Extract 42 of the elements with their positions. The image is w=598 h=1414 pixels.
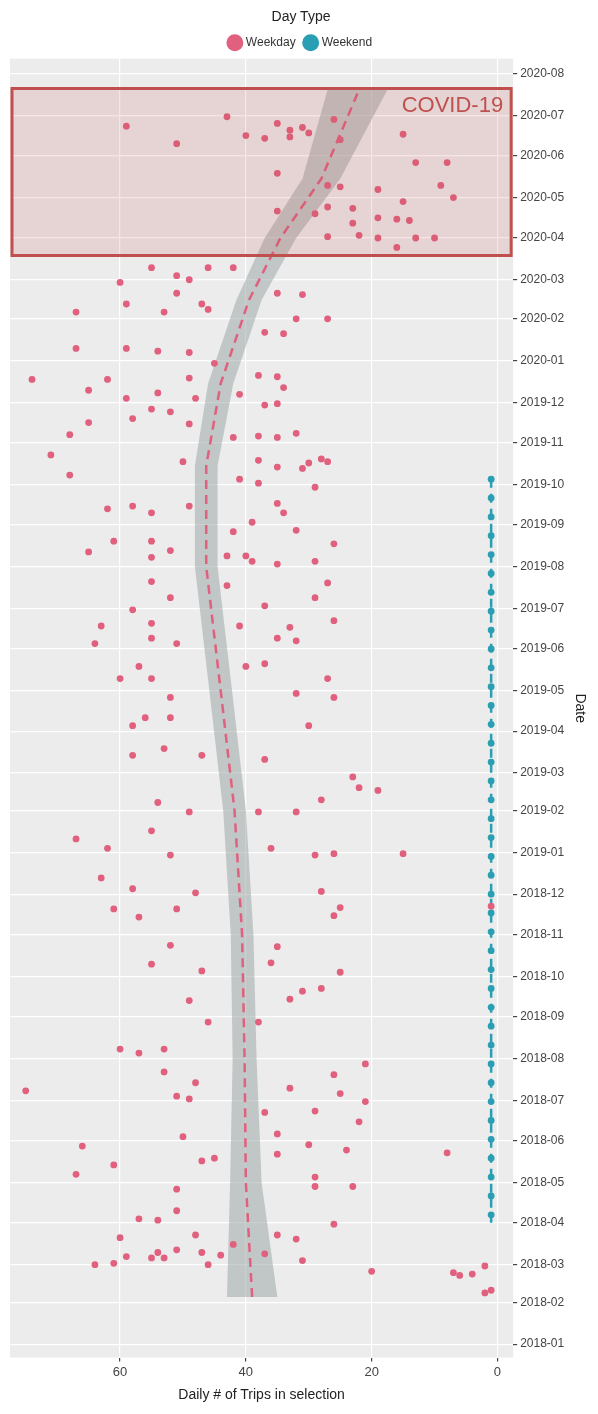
y-tick-label: 2019-12 [520, 394, 565, 409]
band-label: COVID-19 [401, 91, 504, 117]
y-tick-label: 2019-04 [520, 723, 565, 738]
y-tick-label: 2019-01 [520, 844, 565, 859]
y-tick-label: 2020-06 [520, 148, 565, 163]
x-tick-label: 20 [364, 1363, 379, 1379]
y-tick-label: 2018-12 [520, 886, 565, 901]
y-tick-label: 2019-09 [520, 517, 565, 532]
x-tick-label: 0 [493, 1363, 502, 1379]
y-axis-title: Date [572, 693, 589, 724]
y-tick-label: 2019-03 [520, 765, 565, 780]
legend-label: Weekday [245, 35, 296, 50]
y-tick-label: 2020-08 [520, 65, 565, 80]
x-tick-label: 40 [238, 1363, 254, 1379]
y-tick-label: 2018-01 [520, 1336, 565, 1351]
y-tick-label: 2018-03 [520, 1256, 565, 1271]
y-tick-label: 2018-09 [520, 1009, 565, 1024]
y-tick-label: 2018-06 [520, 1133, 565, 1147]
legend-title: Day Type [271, 7, 331, 24]
y-tick-label: 2020-02 [520, 311, 565, 326]
y-tick-label: 2018-08 [520, 1050, 565, 1065]
y-tick-label: 2018-04 [520, 1215, 565, 1230]
legend-label: Weekend [321, 35, 373, 50]
y-tick-label: 2018-10 [520, 968, 565, 983]
y-tick-label: 2020-04 [520, 230, 565, 245]
y-tick-label: 2020-07 [520, 107, 565, 122]
y-tick-label: 2018-05 [520, 1174, 565, 1189]
y-tick-label: 2019-06 [520, 641, 565, 656]
y-tick-label: 2019-08 [520, 559, 565, 574]
y-tick-label: 2019-05 [520, 683, 565, 697]
y-tick-label: 2019-10 [520, 476, 565, 491]
y-tick-label: 2018-07 [520, 1092, 565, 1107]
y-tick-label: 2019-02 [520, 802, 565, 817]
x-axis-title: Daily # of Trips in selection [178, 1386, 345, 1403]
y-tick-label: 2018-02 [520, 1294, 565, 1309]
y-tick-label: 2019-11 [520, 435, 564, 450]
y-tick-label: 2020-05 [520, 189, 565, 204]
y-tick-label: 2019-07 [520, 600, 565, 615]
y-tick-label: 2020-01 [520, 352, 565, 367]
y-tick-label: 2020-03 [520, 272, 565, 287]
y-tick-label: 2018-11 [520, 926, 564, 941]
x-tick-label: 60 [112, 1363, 128, 1379]
